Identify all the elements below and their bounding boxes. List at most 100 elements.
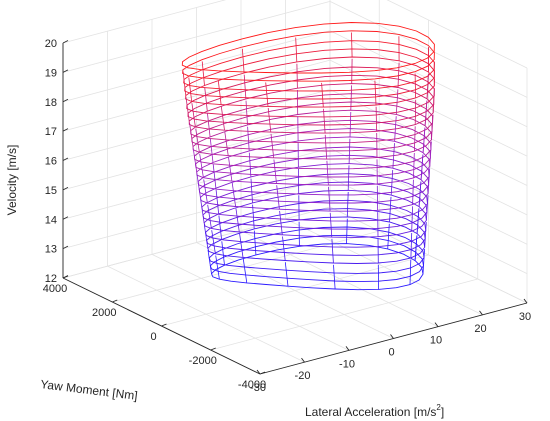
mesh-meridian <box>207 204 212 229</box>
mesh-meridian <box>282 236 286 261</box>
y-tick-mark <box>112 299 118 303</box>
wall-gridline <box>329 118 528 216</box>
mesh-meridian <box>395 89 399 115</box>
mesh-meridian <box>413 152 415 178</box>
z-tick-mark <box>62 40 69 44</box>
x-tick-mark <box>523 298 528 304</box>
mesh-meridian <box>424 222 427 248</box>
x-tick-mark <box>434 322 439 327</box>
mesh-meridian <box>394 116 397 142</box>
mesh-meridian <box>203 224 209 249</box>
mesh-meridian <box>350 85 352 111</box>
mesh-meridian <box>414 73 416 99</box>
mesh-meridian <box>217 80 222 105</box>
mesh-meridian <box>426 195 429 221</box>
x-tick-label: -20 <box>295 370 311 382</box>
y-tick-mark <box>161 323 167 327</box>
y-tick-mark <box>210 347 216 351</box>
mesh-meridian <box>276 185 280 210</box>
x-tick-mark <box>479 310 483 316</box>
mesh-meridian <box>221 241 225 266</box>
x-tick-label: 0 <box>388 347 394 359</box>
mesh-meridian <box>239 233 244 258</box>
z-tick-label: 15 <box>45 185 57 197</box>
mesh-meridian <box>231 182 236 207</box>
floor-gridline <box>210 278 478 351</box>
mesh-meridian <box>389 196 392 223</box>
mesh-meridian <box>265 82 269 107</box>
mesh-ring <box>202 181 428 230</box>
mesh-meridian <box>411 206 413 232</box>
z-tick-label: 18 <box>45 97 57 109</box>
y-tick-mark <box>62 275 69 279</box>
mesh-meridian <box>414 126 416 152</box>
tick-labels: 12 13 14 15 16 17 18 19 20 -4000 -2000 0 2000 4000 -30… <box>43 38 531 394</box>
wall-gridline <box>329 177 528 274</box>
mesh-meridian <box>392 143 395 169</box>
mesh-meridian <box>323 108 326 134</box>
mesh-meridian <box>426 73 429 99</box>
mesh-meridian <box>416 208 420 234</box>
mesh-meridian <box>346 191 349 217</box>
mesh-meridian <box>346 218 348 244</box>
mesh-meridian <box>348 138 351 164</box>
mesh-meridian <box>387 223 390 249</box>
floor-gridline <box>161 254 429 327</box>
z-tick-mark <box>62 128 69 132</box>
mesh-meridian <box>215 255 220 280</box>
z-tick-label: 13 <box>45 244 57 256</box>
z-tick-mark <box>62 216 69 220</box>
mesh-meridian <box>192 148 198 172</box>
mesh-meridian <box>329 212 333 238</box>
mesh-meridian <box>224 131 229 156</box>
mesh-meridian <box>397 62 400 88</box>
x-axis-label-sup: 2 <box>436 403 441 412</box>
mesh-meridian <box>215 189 220 214</box>
mesh-meridian <box>432 87 435 113</box>
mesh-meridian <box>374 80 377 106</box>
y-tick-label: 4000 <box>43 283 67 295</box>
z-tick-label: 12 <box>45 273 57 285</box>
wall-gridline <box>62 0 227 44</box>
mesh-meridian <box>195 128 200 153</box>
mesh-meridian <box>203 179 208 204</box>
wall-gridline <box>62 147 331 220</box>
mesh-meridian <box>235 208 240 233</box>
z-tick-mark <box>62 69 69 73</box>
x-tick-mark <box>390 334 394 339</box>
mesh-meridian <box>189 122 194 147</box>
x-tick-label: 10 <box>430 335 442 347</box>
y-tick-label: -4000 <box>238 379 266 391</box>
mesh-ring <box>186 66 435 118</box>
mesh-meridian <box>247 126 250 151</box>
mesh-meridian <box>270 133 275 158</box>
mesh-meridian <box>418 181 422 207</box>
mesh-meridian <box>207 249 212 274</box>
mesh-meridian <box>182 71 187 96</box>
grid-layer <box>62 0 528 375</box>
z-tick-label: 14 <box>45 214 57 226</box>
x-tick-mark <box>301 357 305 363</box>
x-tick-mark <box>256 369 261 375</box>
wall-gridline <box>62 30 331 103</box>
z-tick-mark <box>62 157 69 161</box>
x-tick-mark <box>345 346 350 351</box>
mesh-meridian <box>331 238 334 264</box>
mesh-meridian <box>422 248 425 275</box>
z-tick-label: 20 <box>45 38 57 50</box>
floor-gridline <box>112 230 380 303</box>
mesh-meridian <box>412 179 414 205</box>
mesh-meridian <box>296 63 298 89</box>
mesh-surface <box>181 22 435 291</box>
mesh-meridian <box>351 32 353 58</box>
mesh-meridian <box>427 168 431 194</box>
z-tick-label: 19 <box>45 67 57 79</box>
mesh-meridian <box>409 259 412 285</box>
mesh-meridian <box>429 141 432 167</box>
mesh-meridian <box>201 61 205 86</box>
mesh-ring <box>181 22 435 74</box>
mesh-meridian <box>324 134 328 160</box>
mesh-meridian <box>420 154 424 180</box>
x-tick-label: -30 <box>250 382 266 394</box>
